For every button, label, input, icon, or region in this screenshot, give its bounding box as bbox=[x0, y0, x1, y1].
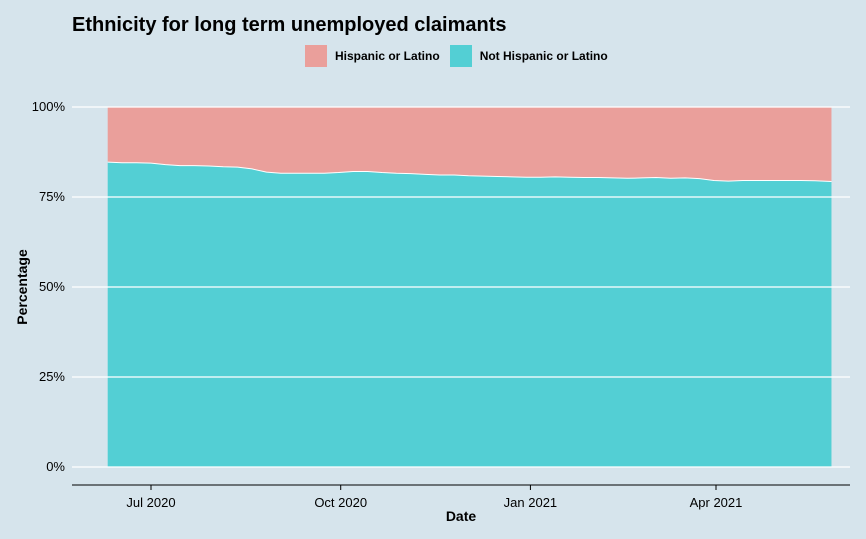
y-tick-label: 0% bbox=[46, 459, 65, 474]
legend-swatch-hispanic bbox=[305, 45, 327, 67]
y-tick-label: 25% bbox=[39, 369, 65, 384]
x-axis-title: Date bbox=[445, 508, 477, 524]
area-not-hispanic bbox=[107, 162, 832, 467]
legend-swatch-not-hispanic bbox=[449, 45, 472, 67]
x-tick-label: Jul 2020 bbox=[126, 495, 175, 510]
series-boundary-line bbox=[107, 161, 832, 183]
x-tick-label: Jan 2021 bbox=[504, 495, 558, 510]
y-tick-label: 50% bbox=[39, 279, 65, 294]
legend-label-not-hispanic: Not Hispanic or Latino bbox=[479, 49, 608, 63]
x-tick-label: Oct 2020 bbox=[314, 495, 367, 510]
legend-item-hispanic: Hispanic or Latino bbox=[305, 45, 440, 67]
y-tick-label: 100% bbox=[32, 99, 66, 114]
y-axis-title: Percentage bbox=[14, 249, 30, 325]
x-tick-label: Apr 2021 bbox=[690, 495, 743, 510]
legend-label-hispanic: Hispanic or Latino bbox=[335, 49, 440, 63]
y-tick-label: 75% bbox=[39, 189, 65, 204]
legend: Hispanic or Latino Not Hispanic or Latin… bbox=[305, 45, 608, 67]
chart-title: Ethnicity for long term unemployed claim… bbox=[72, 14, 507, 36]
area-hispanic bbox=[107, 107, 832, 182]
legend-item-not-hispanic: Not Hispanic or Latino bbox=[449, 45, 608, 67]
